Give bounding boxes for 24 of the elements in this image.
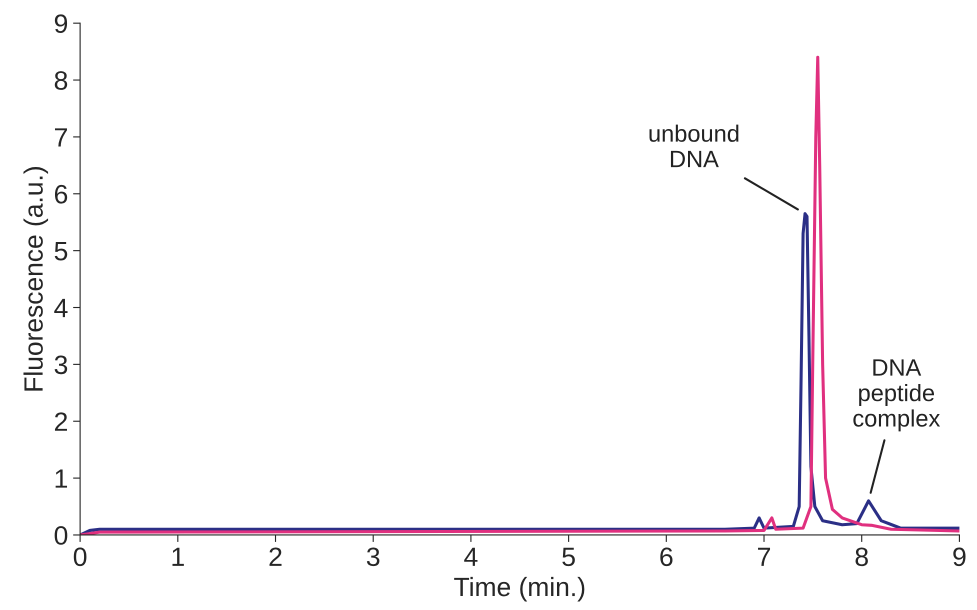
x-tick-label: 3 [366, 547, 380, 566]
annotation: DNA peptide complex [853, 359, 940, 432]
x-tick-label: 7 [758, 548, 770, 566]
y-tick-label: 1 [56, 470, 68, 488]
x-tick-label: 8 [856, 547, 868, 566]
x-axis-title: Time (min.) [454, 576, 584, 602]
y-tick-label: 0 [54, 526, 68, 545]
y-tick-label: 8 [54, 71, 68, 90]
x-tick-label: 0 [74, 547, 86, 566]
x-tick-label: 1 [172, 548, 184, 566]
y-tick-label: 3 [54, 356, 68, 374]
x-tick-label: 4 [464, 548, 478, 566]
y-tick-label: 9 [54, 14, 68, 33]
x-tick-label: 2 [270, 547, 282, 566]
y-tick-label: 2 [54, 412, 67, 431]
y-tick-label: 6 [54, 184, 68, 204]
annotation: unbound DNA [650, 124, 738, 168]
x-tick-label: 9 [953, 547, 966, 566]
y-axis-title: Fluorescence (a.u.) [23, 167, 48, 391]
x-tick-label: 6 [660, 547, 672, 566]
x-tick-label: 5 [562, 548, 575, 566]
y-tick-label: 4 [54, 298, 68, 318]
y-tick-label: 7 [54, 128, 67, 146]
y-tick-label: 5 [54, 242, 68, 260]
